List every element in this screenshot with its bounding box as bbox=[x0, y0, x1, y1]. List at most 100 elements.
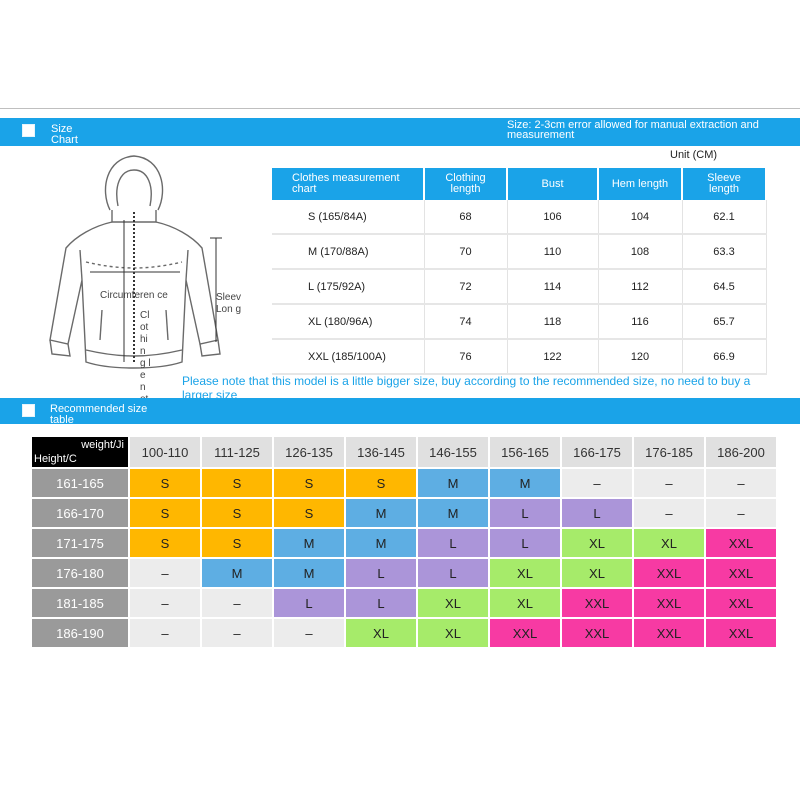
recommended-checkbox[interactable] bbox=[22, 404, 35, 417]
size-cell: M bbox=[274, 529, 344, 557]
size-cell: – bbox=[706, 469, 776, 497]
measurement-header: Hem length bbox=[598, 168, 683, 200]
table-row: XXL (185/100A) 76 122 120 66.9 bbox=[272, 339, 767, 375]
size-cell: XXL (185/100A) bbox=[272, 339, 425, 375]
size-cell: M bbox=[346, 529, 416, 557]
size-cell: M bbox=[202, 559, 272, 587]
corner-cell: weight/Ji Height/C bbox=[32, 437, 128, 467]
size-cell: L bbox=[346, 559, 416, 587]
size-cell: – bbox=[130, 619, 200, 647]
size-cell: – bbox=[634, 499, 704, 527]
size-cell: XL bbox=[490, 559, 560, 587]
recommended-title: Recommended size table bbox=[50, 403, 148, 426]
weight-header: 111-125 bbox=[202, 437, 272, 467]
weight-header: 186-200 bbox=[706, 437, 776, 467]
value-cell: 66.9 bbox=[682, 339, 767, 375]
size-chart-title: Size Chart bbox=[51, 123, 78, 146]
size-cell: L bbox=[346, 589, 416, 617]
value-cell: 114 bbox=[507, 269, 599, 305]
value-cell: 108 bbox=[598, 234, 683, 270]
size-cell: – bbox=[562, 469, 632, 497]
value-cell: 70 bbox=[424, 234, 508, 270]
size-cell: XXL bbox=[634, 589, 704, 617]
size-cell: S bbox=[202, 499, 272, 527]
size-cell: M bbox=[490, 469, 560, 497]
size-cell: L bbox=[562, 499, 632, 527]
height-range-cell: 161-165 bbox=[32, 469, 128, 497]
unit-label: Unit (CM) bbox=[670, 149, 718, 161]
size-row: 161-165 S S S S M M – – – bbox=[32, 469, 776, 497]
measurement-header: Clothing length bbox=[424, 168, 508, 200]
value-cell: 110 bbox=[507, 234, 599, 270]
weight-header: 136-145 bbox=[346, 437, 416, 467]
weight-header-row: weight/Ji Height/C 100-110 111-125 126-135… bbox=[32, 437, 776, 467]
size-cell: XXL bbox=[706, 559, 776, 587]
value-cell: 112 bbox=[598, 269, 683, 305]
jacket-diagram: Circumferen ce Sleev Lon g Cl ot hin g l… bbox=[40, 150, 260, 405]
size-cell: XXL bbox=[490, 619, 560, 647]
size-cell: XXL bbox=[706, 529, 776, 557]
height-range-cell: 171-175 bbox=[32, 529, 128, 557]
size-chart-checkbox[interactable] bbox=[22, 124, 35, 137]
size-row: 176-180– M M L L XL XL XXL XXL bbox=[32, 559, 776, 587]
value-cell: 62.1 bbox=[682, 200, 767, 235]
size-cell: – bbox=[130, 559, 200, 587]
size-cell: XL bbox=[346, 619, 416, 647]
error-note: Size: 2-3cm error allowed for manual ext… bbox=[507, 119, 759, 141]
weight-header: 176-185 bbox=[634, 437, 704, 467]
size-row: 186-190– – – XL XL XXL XXL XXL XXL bbox=[32, 619, 776, 647]
size-cell: M bbox=[346, 499, 416, 527]
size-row: 171-175 S S M M L L XL XL XXL bbox=[32, 529, 776, 557]
sleeve-length-label: Sleev Lon g bbox=[216, 292, 242, 315]
value-cell: 68 bbox=[424, 200, 508, 235]
top-divider bbox=[0, 108, 800, 109]
value-cell: 104 bbox=[598, 200, 683, 235]
measurement-header: Clothes measurement chart bbox=[272, 168, 425, 200]
size-chart-bar: Size Chart Size: 2-3cm error allowed for… bbox=[0, 118, 800, 146]
size-cell: – bbox=[202, 589, 272, 617]
table-row: S (165/84A) 68 106 104 62.1 bbox=[272, 200, 767, 235]
size-cell: S bbox=[274, 499, 344, 527]
height-range-cell: 181-185 bbox=[32, 589, 128, 617]
value-cell: 122 bbox=[507, 339, 599, 375]
size-cell: S bbox=[274, 469, 344, 497]
table-row: XL (180/96A) 74 118 116 65.7 bbox=[272, 304, 767, 340]
size-cell: S bbox=[202, 529, 272, 557]
weight-header: 100-110 bbox=[130, 437, 200, 467]
height-range-cell: 186-190 bbox=[32, 619, 128, 647]
value-cell: 118 bbox=[507, 304, 599, 340]
size-cell: L bbox=[274, 589, 344, 617]
value-cell: 64.5 bbox=[682, 269, 767, 305]
size-cell: XL (180/96A) bbox=[272, 304, 425, 340]
value-cell: 106 bbox=[507, 200, 599, 235]
size-cell: XL bbox=[418, 589, 488, 617]
measurement-header-row: Clothes measurement chart Clothing lengt… bbox=[272, 168, 767, 200]
size-cell: XXL bbox=[562, 619, 632, 647]
size-cell: – bbox=[274, 619, 344, 647]
size-cell: XL bbox=[418, 619, 488, 647]
weight-axis-label: weight/Ji bbox=[81, 439, 124, 451]
size-cell: L bbox=[490, 499, 560, 527]
value-cell: 63.3 bbox=[682, 234, 767, 270]
table-row: L (175/92A) 72 114 112 64.5 bbox=[272, 269, 767, 305]
size-cell: XL bbox=[562, 529, 632, 557]
size-row: 166-170 S S S M M L L – – bbox=[32, 499, 776, 527]
value-cell: 72 bbox=[424, 269, 508, 305]
value-cell: 74 bbox=[424, 304, 508, 340]
size-cell: XXL bbox=[706, 589, 776, 617]
table-row: M (170/88A) 70 110 108 63.3 bbox=[272, 234, 767, 270]
clothing-length-label: Cl ot hin g le n ot bbox=[140, 310, 151, 405]
size-cell: L bbox=[490, 529, 560, 557]
recommended-bar: Recommended size table bbox=[0, 398, 800, 426]
measurement-header: Bust bbox=[507, 168, 599, 200]
size-cell: – bbox=[130, 589, 200, 617]
size-cell: M bbox=[418, 469, 488, 497]
measurement-header: Sleeve length bbox=[682, 168, 767, 200]
weight-header: 146-155 bbox=[418, 437, 488, 467]
size-cell: M bbox=[274, 559, 344, 587]
size-cell: – bbox=[202, 619, 272, 647]
circumference-label: Circumferen ce bbox=[100, 290, 168, 301]
size-cell: XXL bbox=[634, 559, 704, 587]
size-cell: M (170/88A) bbox=[272, 234, 425, 270]
size-cell: – bbox=[634, 469, 704, 497]
